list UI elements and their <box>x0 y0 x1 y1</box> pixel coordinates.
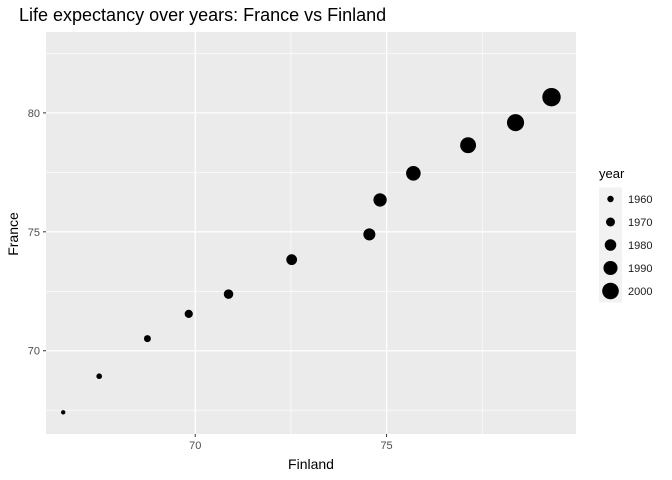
data-point <box>542 87 561 107</box>
plot-panel <box>46 32 576 434</box>
legend: year 1960 1970 1980 1990 2000 <box>599 166 652 303</box>
chart-title: Life expectancy over years: France vs Fi… <box>19 5 386 25</box>
data-point <box>373 193 387 207</box>
x-axis-title: Finland <box>288 456 334 472</box>
legend-label: 1970 <box>628 217 652 229</box>
axes: 70 75 70 75 80 <box>28 108 393 452</box>
x-tick-label: 75 <box>380 440 392 452</box>
legend-key-point <box>607 195 614 203</box>
data-point <box>223 289 234 299</box>
data-point <box>96 373 103 380</box>
x-tick-label: 70 <box>189 440 201 452</box>
minor-gridlines <box>46 32 576 434</box>
data-point <box>363 228 376 241</box>
y-tick-label: 75 <box>28 227 40 239</box>
legend-key-point <box>604 239 617 251</box>
data-point <box>184 309 193 318</box>
data-point <box>506 114 525 132</box>
legend-key-point <box>603 260 618 276</box>
data-point <box>143 335 151 343</box>
data-point <box>61 410 66 415</box>
legend-label: 1980 <box>628 240 652 252</box>
y-tick-label: 70 <box>28 346 40 358</box>
data-point <box>286 254 298 266</box>
y-tick-label: 80 <box>28 108 40 120</box>
data-point <box>406 166 421 181</box>
legend-key-point <box>606 217 615 227</box>
legend-title: year <box>599 166 625 181</box>
data-points <box>61 87 561 415</box>
legend-label: 1990 <box>628 263 652 275</box>
data-point <box>460 137 477 154</box>
legend-label: 1960 <box>628 194 652 206</box>
major-gridlines <box>46 32 576 434</box>
y-axis-title: France <box>5 212 21 256</box>
legend-label: 2000 <box>628 286 652 298</box>
legend-key-point <box>602 282 619 300</box>
